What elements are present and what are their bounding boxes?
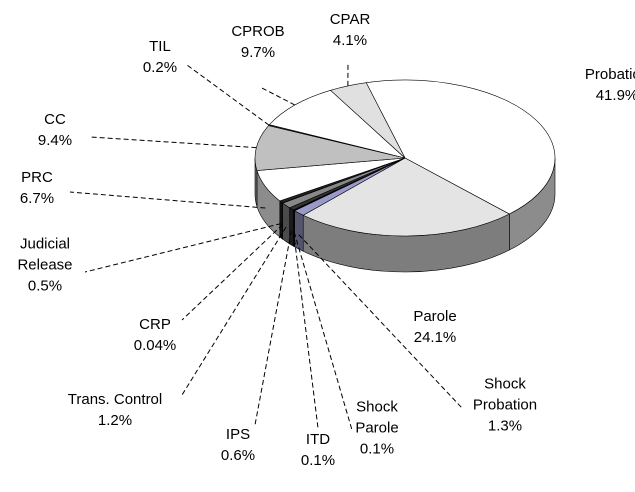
leader-line [186,64,270,126]
category-label: CPROB [231,23,285,40]
value-label: 9.7% [240,44,276,61]
value-label: 41.9% [595,87,635,104]
slice-label: Shock Parole 0.1% [351,397,403,460]
value-label: 0.5% [27,277,63,295]
slice-side [294,210,304,252]
value-label: 0.6% [220,447,256,464]
leader-line [254,230,292,426]
category-label: Shock Probation [472,375,538,414]
leader-line [181,224,283,321]
slice-label: IPS 0.6% [221,424,255,466]
value-label: 6.7% [19,190,55,207]
value-label: 1.3% [487,417,523,435]
slice-label: ITD 0.1% [301,429,335,471]
leader-line [261,87,296,106]
category-label: Parole [413,308,457,325]
slice-label: CC 9.4% [38,109,72,151]
slice [365,79,556,215]
value-label: 24.1% [413,329,457,346]
category-label: CC [44,111,66,128]
slice-label: Judicial Release 0.5% [9,234,81,297]
sides [254,157,556,273]
slice-label: Shock Probation 1.3% [469,374,541,437]
slice-label: Trans. Control 1.2% [68,389,162,431]
slice [302,157,510,237]
slice-side [279,200,283,240]
leader-line [293,232,353,431]
slice-label: Probation 41.9% [585,64,635,106]
category-label: Judicial Release [17,235,73,274]
category-label: Trans. Control [67,391,163,408]
slice-label: CPROB 9.7% [231,21,284,63]
slice-label: TIL 0.2% [143,36,177,78]
slice-side [282,202,290,245]
value-label: 1.2% [97,412,133,429]
slice [329,82,406,159]
value-label: 9.4% [37,132,73,149]
leader-line [69,191,266,209]
value-label: 0.1% [300,452,336,469]
category-label: CRP [139,316,171,333]
slice [254,125,406,171]
value-label: 4.1% [332,32,368,49]
leader-line [181,226,287,396]
leader-line [293,231,319,429]
leaders [69,61,463,431]
slice-label: Parole 24.1% [413,306,456,348]
slice [268,89,406,159]
slice-label: PRC 6.7% [20,167,54,209]
tops [254,79,556,237]
slice-label: CRP 0.04% [134,314,177,356]
category-label: Shock Parole [355,398,399,437]
slice-side [289,207,294,247]
leader-line [89,136,257,149]
category-label: IPS [225,426,251,443]
value-label: 0.04% [133,337,177,354]
slice-label: CPAR 4.1% [330,9,371,51]
category-label: ITD [305,431,331,448]
category-label: Probation [584,66,635,83]
category-label: CPAR [329,11,371,28]
category-label: TIL [149,38,171,55]
value-label: 0.1% [359,440,395,458]
leader-line [84,223,282,273]
value-label: 0.2% [142,59,178,76]
category-label: PRC [21,169,53,186]
